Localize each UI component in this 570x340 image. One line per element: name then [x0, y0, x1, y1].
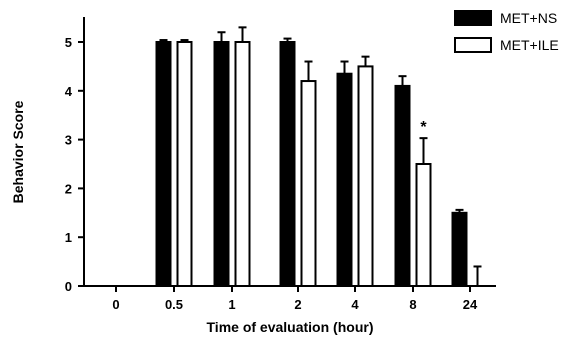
significance-asterisk: * [420, 119, 427, 136]
y-tick-label-0: 0 [65, 279, 72, 294]
y-axis-title: Behavior Score [10, 100, 26, 203]
x-tick-label-2: 2 [294, 297, 301, 312]
y-tick-label-5: 5 [65, 35, 72, 50]
bar-met-ile-8 [415, 163, 432, 287]
x-tick-label-0: 0 [112, 297, 119, 312]
bar-met-ns-1 [213, 41, 230, 287]
x-axis-ticks: 0 0.5 1 2 4 8 24 [112, 286, 478, 312]
bar-met-ns-2 [279, 41, 296, 287]
legend: MET+NS MET+ILE [454, 10, 559, 53]
legend-swatch-met-ile [454, 37, 492, 53]
y-tick-label-2: 2 [65, 181, 72, 196]
x-tick-label-1: 1 [228, 297, 235, 312]
bar-met-ns-8 [394, 84, 411, 287]
x-axis-title: Time of evaluation (hour) [207, 319, 374, 335]
bar-series [155, 26, 482, 288]
bar-met-ns-0.5 [155, 41, 172, 287]
x-tick-label-0.5: 0.5 [165, 297, 183, 312]
x-tick-label-8: 8 [409, 297, 416, 312]
bar-met-ns-24 [451, 211, 468, 287]
legend-label-met-ile: MET+ILE [500, 37, 559, 53]
x-tick-label-4: 4 [351, 297, 359, 312]
y-tick-label-1: 1 [65, 230, 72, 245]
bar-met-ile-2 [300, 80, 317, 288]
y-tick-label-3: 3 [65, 133, 72, 148]
bar-met-ns-4 [336, 72, 353, 287]
annotations: * [420, 119, 427, 136]
bar-met-ile-1 [234, 41, 251, 287]
bar-met-ile-0.5 [176, 41, 193, 287]
x-tick-label-24: 24 [463, 297, 478, 312]
legend-swatch-met-ns [454, 10, 492, 26]
y-axis-ticks: 0 1 2 3 4 5 [65, 35, 84, 294]
bar-met-ile-4 [357, 65, 374, 288]
legend-label-met-ns: MET+NS [500, 10, 557, 26]
y-tick-label-4: 4 [65, 84, 73, 99]
